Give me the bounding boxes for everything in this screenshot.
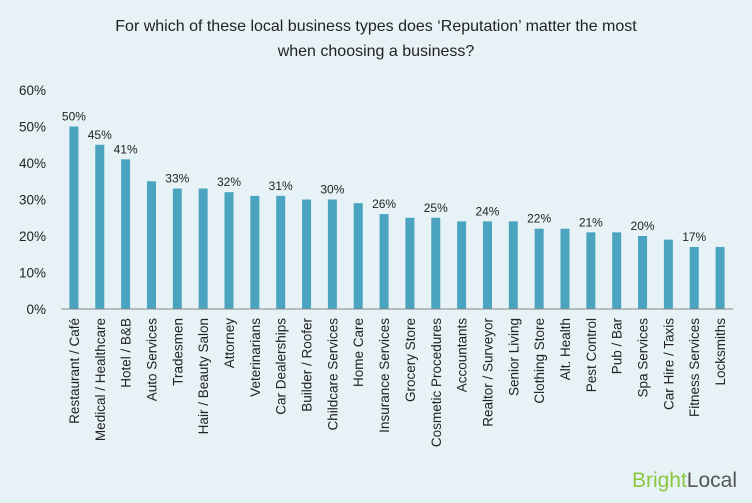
- y-axis-ticks: 0% 10% 20% 30% 40% 50% 60%: [19, 83, 46, 317]
- category-label: Home Care: [351, 318, 366, 387]
- chart-title-line-1: For which of these local business types …: [115, 18, 637, 35]
- bar: [586, 232, 596, 309]
- data-label: 45%: [88, 128, 112, 142]
- logo-local: Local: [687, 469, 737, 492]
- data-label: 20%: [631, 219, 655, 233]
- bar: [302, 199, 312, 309]
- data-label: 21%: [579, 215, 603, 229]
- category-label: Medical / Healthcare: [93, 318, 108, 441]
- y-tick-label: 40%: [19, 156, 46, 171]
- logo-bright: Bright: [632, 469, 687, 492]
- brightlocal-logo-text: BrightLocal: [632, 469, 737, 492]
- category-label: Auto Services: [144, 318, 159, 402]
- category-label: Realtor / Surveyor: [480, 318, 495, 427]
- category-label: Pest Control: [584, 318, 599, 392]
- bar: [612, 232, 622, 309]
- category-label: Attorney: [222, 318, 237, 369]
- bars: [69, 126, 725, 309]
- data-label: 30%: [320, 183, 344, 197]
- y-tick-label: 60%: [19, 83, 46, 98]
- category-label: Car Hire / Taxis: [661, 318, 676, 410]
- data-label: 22%: [527, 212, 551, 226]
- category-label: Accountants: [455, 318, 470, 393]
- data-labels: 50%45%41% 33% 32% 31% 30% 26% 25% 24% 22% 21% 20% 1…: [62, 110, 707, 244]
- chart-title-line-2: when choosing a business?: [277, 43, 475, 60]
- bar: [663, 239, 673, 309]
- category-label: Senior Living: [506, 318, 521, 396]
- bar: [69, 126, 79, 309]
- category-label: Grocery Store: [403, 318, 418, 402]
- brightlocal-logo: BrightLocal: [632, 469, 737, 492]
- category-label: Hotel / B&B: [119, 318, 134, 388]
- bar: [146, 181, 156, 309]
- data-label: 26%: [372, 197, 396, 211]
- bar: [715, 246, 725, 309]
- category-label: Pub / Bar: [610, 317, 625, 374]
- bar: [508, 221, 518, 309]
- bar: [250, 195, 260, 309]
- data-label: 33%: [165, 172, 189, 186]
- bar: [379, 214, 389, 309]
- bar: [431, 217, 441, 309]
- bar: [327, 199, 337, 309]
- bar: [405, 217, 415, 309]
- y-tick-label: 30%: [19, 193, 46, 208]
- category-label: Car Dealerships: [274, 318, 289, 415]
- data-label: 24%: [475, 204, 499, 218]
- bar: [689, 246, 699, 309]
- bar: [276, 195, 286, 309]
- category-label: Fitness Services: [687, 318, 702, 417]
- category-label: Childcare Services: [325, 318, 340, 431]
- bar: [224, 192, 234, 309]
- bar: [95, 144, 105, 309]
- category-label: Spa Services: [636, 318, 651, 398]
- y-tick-label: 20%: [19, 229, 46, 244]
- category-label: Hair / Beauty Salon: [196, 318, 211, 434]
- category-label: Tradesmen: [170, 318, 185, 386]
- bar: [172, 188, 182, 309]
- x-axis-labels: Restaurant / Café Medical / Healthcare Hot…: [67, 317, 728, 447]
- bar: [121, 159, 131, 309]
- category-label: Locksmiths: [713, 318, 728, 386]
- bar: [198, 188, 208, 309]
- data-label: 41%: [114, 142, 138, 156]
- category-label: Veterinarians: [248, 318, 263, 397]
- y-tick-label: 10%: [19, 266, 46, 281]
- bar: [534, 228, 544, 309]
- category-label: Restaurant / Café: [67, 318, 82, 424]
- data-label: 17%: [682, 230, 706, 244]
- y-tick-label: 0%: [26, 302, 46, 317]
- data-label: 25%: [424, 201, 448, 215]
- category-label: Builder / Roofer: [300, 317, 315, 411]
- bar: [560, 228, 570, 309]
- bar: [353, 203, 363, 309]
- y-tick-label: 50%: [19, 120, 46, 135]
- bar: [482, 221, 492, 309]
- category-label: Cosmetic Procedures: [429, 318, 444, 447]
- category-label: Insurance Services: [377, 318, 392, 433]
- category-label: Clothing Store: [532, 318, 547, 404]
- bar: [457, 221, 467, 309]
- data-label: 32%: [217, 175, 241, 189]
- data-label: 50%: [62, 110, 86, 124]
- bar: [638, 236, 648, 309]
- data-label: 31%: [269, 179, 293, 193]
- category-label: Alt. Health: [558, 318, 573, 380]
